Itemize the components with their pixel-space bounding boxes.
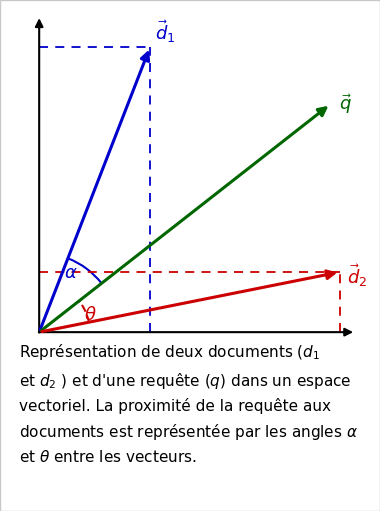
Text: $\alpha$: $\alpha$ xyxy=(65,264,78,282)
Text: Représentation de deux documents ($d_1$
et $d_2$ ) et d'une requête ($q$) dans u: Représentation de deux documents ($d_1$ … xyxy=(19,342,358,466)
Text: $\theta$: $\theta$ xyxy=(84,306,97,323)
Text: $\vec{d}_2$: $\vec{d}_2$ xyxy=(347,262,367,289)
Text: $\vec{d}_1$: $\vec{d}_1$ xyxy=(155,18,175,45)
Text: $\vec{q}$: $\vec{q}$ xyxy=(339,92,352,116)
